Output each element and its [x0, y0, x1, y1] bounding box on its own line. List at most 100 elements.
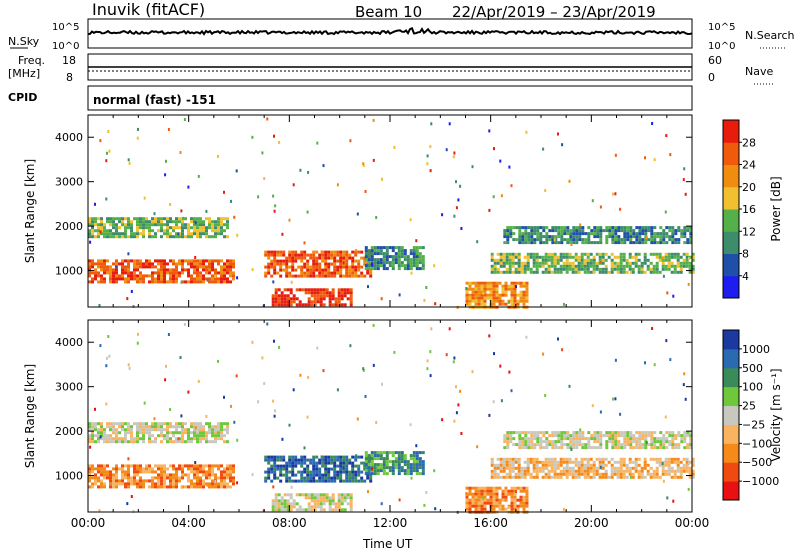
echo-cell: [343, 508, 347, 512]
echo-cell: [526, 267, 530, 271]
echo-cell: [611, 443, 615, 447]
echo-cell: [277, 505, 281, 509]
echo-cell: [115, 437, 118, 441]
echo-cell: [157, 217, 160, 221]
echo-cell: [480, 486, 484, 490]
echo-cell: [124, 464, 127, 468]
echo-speckle: [230, 404, 232, 408]
echo-cell: [403, 460, 407, 464]
echo-cell: [312, 470, 316, 474]
echo-speckle: [251, 135, 254, 139]
echo-cell: [370, 249, 374, 253]
echo-cell: [351, 250, 355, 254]
echo-speckle: [367, 285, 369, 289]
echo-cell: [193, 262, 196, 266]
echo-cell: [477, 507, 481, 511]
echo-cell: [513, 507, 517, 511]
echo-cell: [502, 258, 506, 262]
echo-speckle: [380, 502, 383, 506]
echo-cell: [324, 461, 328, 465]
echo-cell: [286, 300, 290, 304]
echo-cell: [489, 290, 493, 294]
echo-cell: [190, 422, 193, 426]
echo-cell: [196, 217, 199, 221]
echo-cell: [535, 270, 539, 274]
echo-cell: [336, 271, 340, 275]
echo-cell: [665, 437, 669, 441]
echo-cell: [553, 460, 557, 464]
echo-cell: [604, 475, 608, 479]
echo-cell: [412, 252, 416, 256]
echo-cell: [640, 267, 644, 271]
echo-speckle: [546, 467, 549, 471]
echo-cell: [342, 259, 346, 263]
echo-cell: [97, 422, 100, 426]
echo-speckle: [99, 435, 102, 439]
echo-cell: [574, 267, 578, 271]
echo-cell: [646, 469, 650, 473]
echo-cell: [333, 467, 337, 471]
echo-cell: [565, 469, 569, 473]
echo-cell: [486, 296, 490, 300]
echo-cell: [370, 258, 374, 262]
echo-cell: [523, 466, 527, 470]
echo-cell: [187, 280, 190, 284]
echo-cell: [304, 496, 308, 500]
echo-cell: [294, 479, 298, 483]
freq-tick-lo: 8: [66, 71, 73, 84]
echo-cell: [307, 508, 311, 512]
echo-cell: [124, 473, 127, 477]
echo-cell: [614, 238, 618, 242]
echo-cell: [330, 455, 334, 459]
echo-cell: [178, 217, 181, 221]
echo-cell: [229, 280, 232, 284]
echo-cell: [522, 486, 526, 490]
colorbar-segment: [723, 386, 739, 407]
echo-cell: [397, 472, 401, 476]
echo-cell: [94, 482, 97, 486]
echo-cell: [577, 472, 581, 476]
echo-cell: [127, 262, 130, 266]
echo-cell: [400, 252, 404, 256]
echo-cell: [589, 270, 593, 274]
echo-cell: [379, 457, 383, 461]
echo-speckle: [167, 128, 170, 131]
echo-cell: [112, 220, 115, 224]
echo-cell: [316, 291, 320, 295]
echo-cell: [202, 280, 205, 284]
echo-cell: [562, 252, 566, 256]
echo-cell: [525, 293, 529, 297]
echo-cell: [477, 495, 481, 499]
echo-cell: [614, 440, 618, 444]
echo-cell: [313, 502, 317, 506]
echo-cell: [175, 440, 178, 444]
echo-speckle: [99, 344, 102, 348]
echo-cell: [403, 454, 407, 458]
echo-cell: [127, 470, 130, 474]
echo-cell: [196, 479, 199, 483]
echo-cell: [160, 467, 163, 471]
echo-cell: [586, 261, 590, 265]
echo-cell: [406, 472, 410, 476]
echo-cell: [220, 464, 223, 468]
echo-cell: [319, 499, 323, 503]
echo-cell: [658, 460, 662, 464]
echo-cell: [581, 446, 585, 450]
echo-cell: [474, 299, 478, 303]
echo-cell: [121, 482, 124, 486]
echo-cell: [199, 482, 202, 486]
echo-cell: [556, 472, 560, 476]
echo-cell: [193, 271, 196, 275]
echo-cell: [145, 422, 148, 426]
echo-cell: [91, 232, 94, 236]
echo-cell: [503, 235, 507, 239]
echo-cell: [280, 303, 284, 307]
echo-cell: [343, 493, 347, 497]
echo-cell: [560, 241, 564, 245]
echo-speckle: [272, 399, 275, 403]
echo-cell: [214, 277, 217, 281]
echo-cell: [315, 467, 319, 471]
echo-cell: [354, 476, 358, 480]
echo-cell: [366, 271, 370, 275]
echo-cell: [196, 440, 199, 444]
